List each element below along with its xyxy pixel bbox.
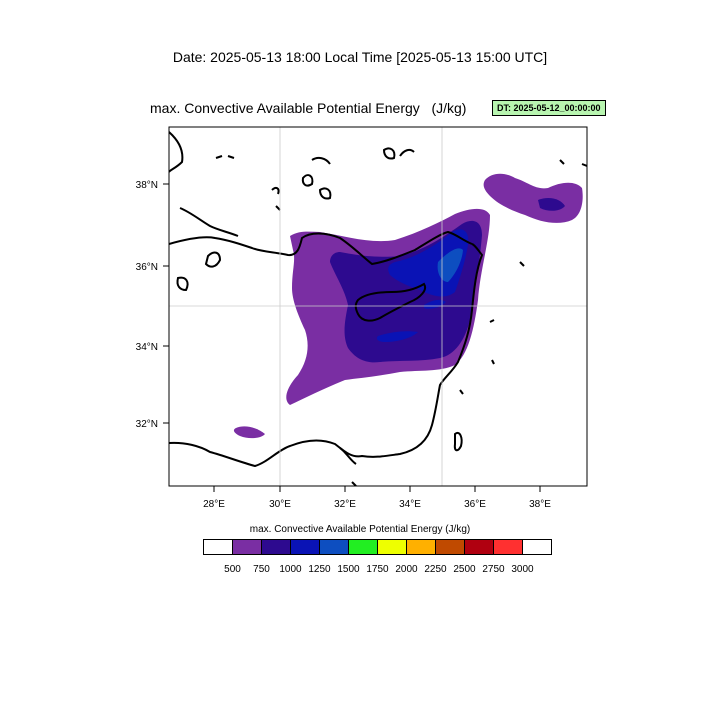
cape-1250-region	[437, 248, 463, 282]
map-border	[168, 126, 588, 487]
lon-tick-label: 28°E	[203, 499, 225, 510]
colorbar-label: 2250	[424, 564, 447, 575]
lat-tick-labels: 38°N 36°N 34°N 32°N	[136, 180, 158, 430]
colorbar-swatch	[203, 539, 233, 555]
lon-tick-label: 34°E	[399, 499, 421, 510]
colorbar-label: 3000	[511, 564, 534, 575]
colorbar-label: 1250	[308, 564, 331, 575]
colorbar-label: 1750	[366, 564, 389, 575]
colorbar-swatch	[232, 539, 262, 555]
lat-tick-label: 34°N	[136, 342, 158, 353]
lon-tick-label: 32°E	[334, 499, 356, 510]
dt-badge: DT: 2025-05-12_00:00:00	[492, 100, 606, 116]
colorbar-label: 1500	[337, 564, 360, 575]
colorbar-swatch	[290, 539, 320, 555]
lon-tick-labels: 28°E 30°E 32°E 34°E 36°E 38°E	[203, 499, 551, 510]
lat-tick-label: 36°N	[136, 262, 158, 273]
date-line: Date: 2025-05-13 18:00 Local Time [2025-…	[172, 49, 548, 65]
colorbar-swatch	[493, 539, 523, 555]
colorbar-label: 2000	[395, 564, 418, 575]
colorbar-swatch	[522, 539, 552, 555]
tick-marks	[163, 183, 541, 492]
colorbar-label: 2750	[482, 564, 505, 575]
gridlines	[169, 127, 587, 486]
colorbar-swatch	[464, 539, 494, 555]
lon-tick-label: 30°E	[269, 499, 291, 510]
colorbar-title: max. Convective Available Potential Ener…	[249, 524, 471, 535]
colorbar-swatch	[435, 539, 465, 555]
colorbar-swatch	[377, 539, 407, 555]
colorbar-swatch	[406, 539, 436, 555]
colorbar	[203, 539, 552, 555]
lat-tick-label: 32°N	[136, 419, 158, 430]
lon-tick-label: 36°E	[464, 499, 486, 510]
colorbar-swatch	[348, 539, 378, 555]
lon-tick-label: 38°E	[529, 499, 551, 510]
colorbar-swatch	[261, 539, 291, 555]
lat-tick-label: 38°N	[136, 180, 158, 191]
colorbar-label: 2500	[453, 564, 476, 575]
coastlines	[169, 131, 587, 486]
colorbar-label: 500	[224, 564, 241, 575]
colorbar-swatch	[319, 539, 349, 555]
colorbar-label: 750	[253, 564, 270, 575]
colorbar-label: 1000	[279, 564, 302, 575]
map-title: max. Convective Available Potential Ener…	[150, 100, 467, 116]
